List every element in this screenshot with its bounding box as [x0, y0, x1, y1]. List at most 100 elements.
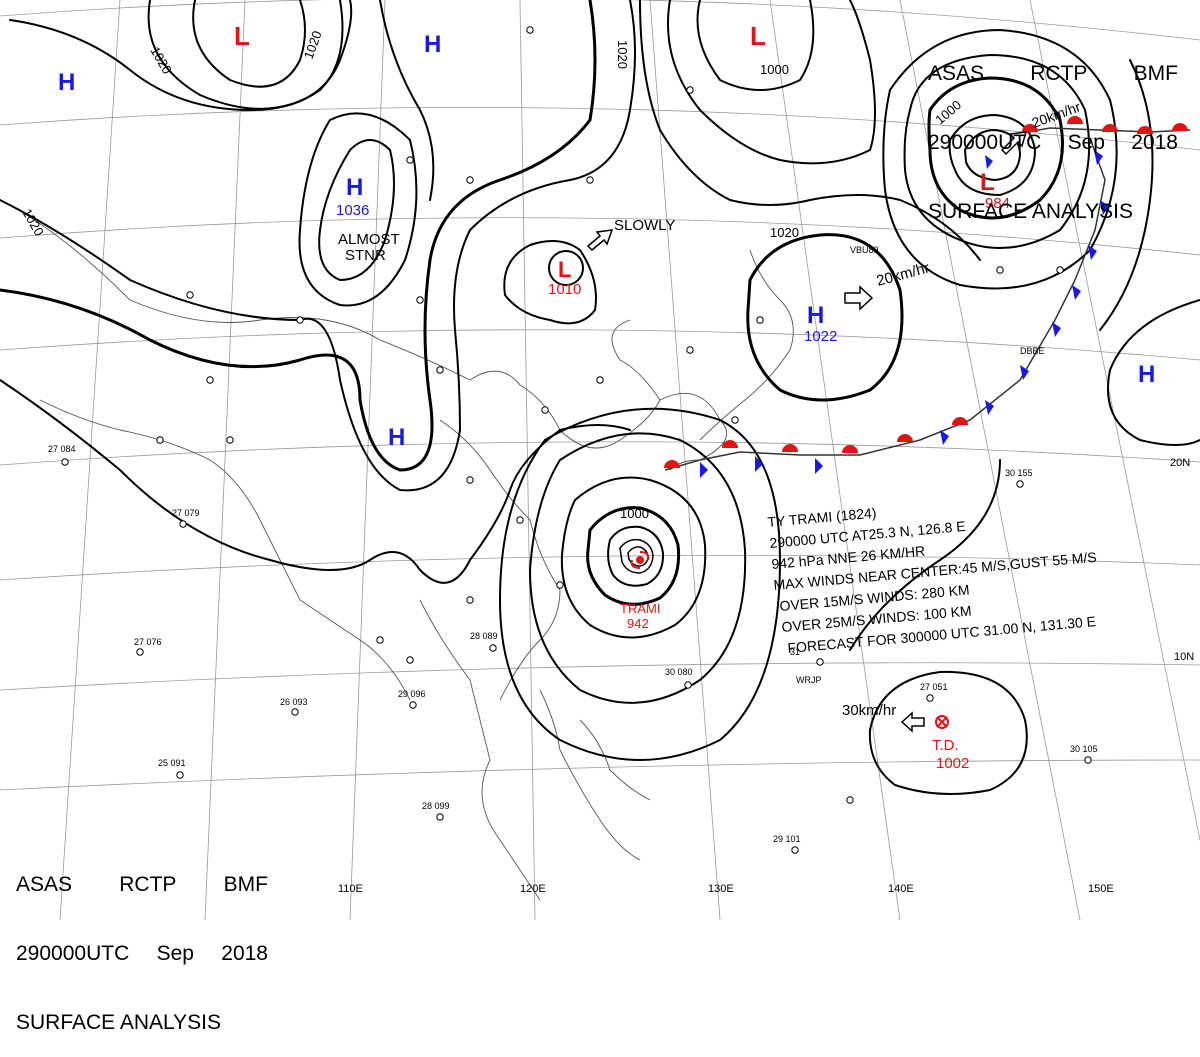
isobars — [0, 0, 1200, 795]
station-label: 31 — [790, 647, 800, 657]
low-center-nw: L — [234, 21, 250, 51]
lon-label-130e: 130E — [708, 883, 734, 895]
station-label: 28 089 — [470, 631, 498, 641]
warm-front-symbol — [1137, 126, 1153, 134]
isobar-label: 1020 — [615, 40, 630, 69]
warm-front-symbol — [842, 445, 858, 453]
cold-front-symbol — [940, 430, 949, 445]
almost-stnr-line2: STNR — [345, 247, 386, 264]
station-label: 27 079 — [172, 508, 200, 518]
cold-front-symbol — [985, 400, 994, 415]
low-984-value: 984 — [985, 195, 1010, 212]
header-time: 290000UTC — [928, 131, 1042, 154]
station-dot — [526, 26, 534, 34]
station-dots — [61, 26, 1092, 854]
header-agency: ASAS — [16, 873, 73, 896]
station-dot — [61, 458, 69, 466]
station-dot — [176, 771, 184, 779]
station-dot — [436, 813, 444, 821]
typhoon-name: TRAMI — [620, 601, 660, 616]
header-code: BMF — [1133, 62, 1178, 85]
geo-labels: 20N 10N 110E 120E 130E 140E 150E — [338, 457, 1194, 895]
warm-front-symbol — [722, 440, 738, 448]
header-month: Sep — [1067, 131, 1105, 154]
slowly-arrow — [586, 229, 614, 252]
station-label: 26 093 — [280, 697, 308, 707]
station-dot — [926, 694, 934, 702]
station-dot — [416, 296, 424, 304]
station-dot — [596, 376, 604, 384]
lat-label-20n: 20N — [1170, 457, 1190, 469]
lon-label-110e: 110E — [338, 883, 363, 895]
station-dot — [489, 644, 497, 652]
station-dot — [1016, 480, 1024, 488]
td-symbol — [935, 715, 949, 729]
station-dot — [556, 581, 564, 589]
station-label: 29 096 — [398, 689, 426, 699]
station-dot — [406, 156, 414, 164]
slowly-label: SLOWLY — [614, 217, 675, 234]
lon-label-140e: 140E — [888, 883, 914, 895]
header-agency: ASAS — [928, 62, 985, 85]
station-dot — [186, 291, 194, 299]
header-station: RCTP — [1030, 62, 1088, 85]
warm-front-symbol — [897, 434, 913, 442]
typhoon-pressure: 942 — [627, 616, 649, 631]
station-dot — [226, 436, 234, 444]
high-1036-value: 1036 — [336, 202, 369, 219]
station-dot — [136, 648, 144, 656]
cold-front-line — [664, 137, 1106, 471]
station-dot — [376, 636, 384, 644]
high-center-nw: H — [58, 69, 75, 96]
cold-front-symbol — [1088, 245, 1097, 260]
station-dot — [156, 436, 164, 444]
almost-stnr-line1: ALMOST — [338, 231, 400, 248]
low-center-north: L — [750, 21, 766, 51]
warm-front-symbol — [664, 460, 680, 468]
station-dot — [179, 520, 187, 528]
station-dot — [409, 701, 417, 709]
station-label: 27 051 — [920, 682, 948, 692]
cold-front-symbol — [985, 155, 993, 169]
warm-front-symbol — [1022, 124, 1038, 132]
station-dot — [686, 346, 694, 354]
cold-front-symbol — [1072, 285, 1081, 300]
td-speed-label: 30km/hr — [842, 702, 896, 719]
station-dot — [684, 681, 692, 689]
station-dot — [206, 376, 214, 384]
header-title: SURFACE ANALYSIS — [16, 1011, 222, 1034]
header-month: Sep — [156, 942, 194, 965]
station-label: 27 076 — [134, 637, 162, 647]
station-dot — [756, 316, 764, 324]
station-label: 28 099 — [422, 801, 450, 811]
lon-label-150e: 150E — [1088, 883, 1114, 895]
station-dot — [791, 846, 799, 854]
cold-front-symbol — [700, 462, 708, 478]
station-dot — [1084, 756, 1092, 764]
station-dot — [846, 796, 854, 804]
station-dot — [1056, 266, 1064, 274]
station-dot — [406, 656, 414, 664]
weather-map: L L H H H 1036 L 1010 L 984 H 1022 H H 1… — [0, 0, 1200, 920]
low-center-1010: L — [558, 257, 571, 282]
station-dot — [436, 366, 444, 374]
cold-front-symbol — [1020, 365, 1029, 380]
warm-front-symbol — [952, 417, 968, 425]
station-dot — [816, 658, 824, 666]
cold-front-symbol — [815, 458, 823, 474]
low-center-984: L — [980, 169, 995, 196]
coastlines — [0, 199, 794, 901]
map-header-top: ASAS RCTP BMF 290000UTC Sep 2018 SURFACE… — [928, 16, 1178, 246]
cold-front-symbol — [1052, 322, 1061, 337]
header-title: SURFACE ANALYSIS — [928, 200, 1134, 223]
station-label: 29 101 — [773, 834, 801, 844]
td-label: T.D. — [932, 737, 959, 754]
high-center-1036: H — [346, 174, 363, 201]
station-label: DBBE — [1020, 346, 1045, 356]
station-plots: 27 084 27 079 27 076 26 093 25 091 29 09… — [48, 26, 1098, 854]
low-1010-value: 1010 — [548, 281, 581, 298]
high-center-sw: H — [388, 424, 405, 451]
station-dot — [516, 516, 524, 524]
cold-front-symbol — [1094, 150, 1103, 165]
lat-label-10n: 10N — [1174, 651, 1194, 663]
